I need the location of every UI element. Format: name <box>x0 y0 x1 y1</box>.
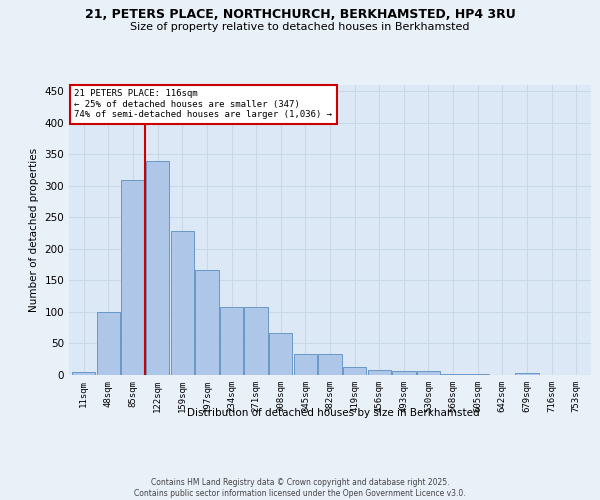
Bar <box>466 374 490 375</box>
Bar <box>244 307 268 375</box>
Bar <box>269 333 292 375</box>
Bar <box>515 373 539 375</box>
Bar <box>368 370 391 375</box>
Bar <box>343 368 367 375</box>
Bar <box>121 180 145 375</box>
Text: Size of property relative to detached houses in Berkhamsted: Size of property relative to detached ho… <box>130 22 470 32</box>
Bar <box>170 232 194 375</box>
Y-axis label: Number of detached properties: Number of detached properties <box>29 148 39 312</box>
Bar <box>442 374 465 375</box>
Bar <box>72 372 95 375</box>
Bar <box>97 312 120 375</box>
Bar <box>417 371 440 375</box>
Bar <box>220 307 243 375</box>
Bar <box>195 270 218 375</box>
Bar <box>319 354 341 375</box>
Bar <box>392 371 416 375</box>
Bar <box>146 160 169 375</box>
Text: Distribution of detached houses by size in Berkhamsted: Distribution of detached houses by size … <box>187 408 479 418</box>
Text: 21 PETERS PLACE: 116sqm
← 25% of detached houses are smaller (347)
74% of semi-d: 21 PETERS PLACE: 116sqm ← 25% of detache… <box>74 90 332 119</box>
Text: 21, PETERS PLACE, NORTHCHURCH, BERKHAMSTED, HP4 3RU: 21, PETERS PLACE, NORTHCHURCH, BERKHAMST… <box>85 8 515 20</box>
Text: Contains HM Land Registry data © Crown copyright and database right 2025.
Contai: Contains HM Land Registry data © Crown c… <box>134 478 466 498</box>
Bar <box>293 354 317 375</box>
